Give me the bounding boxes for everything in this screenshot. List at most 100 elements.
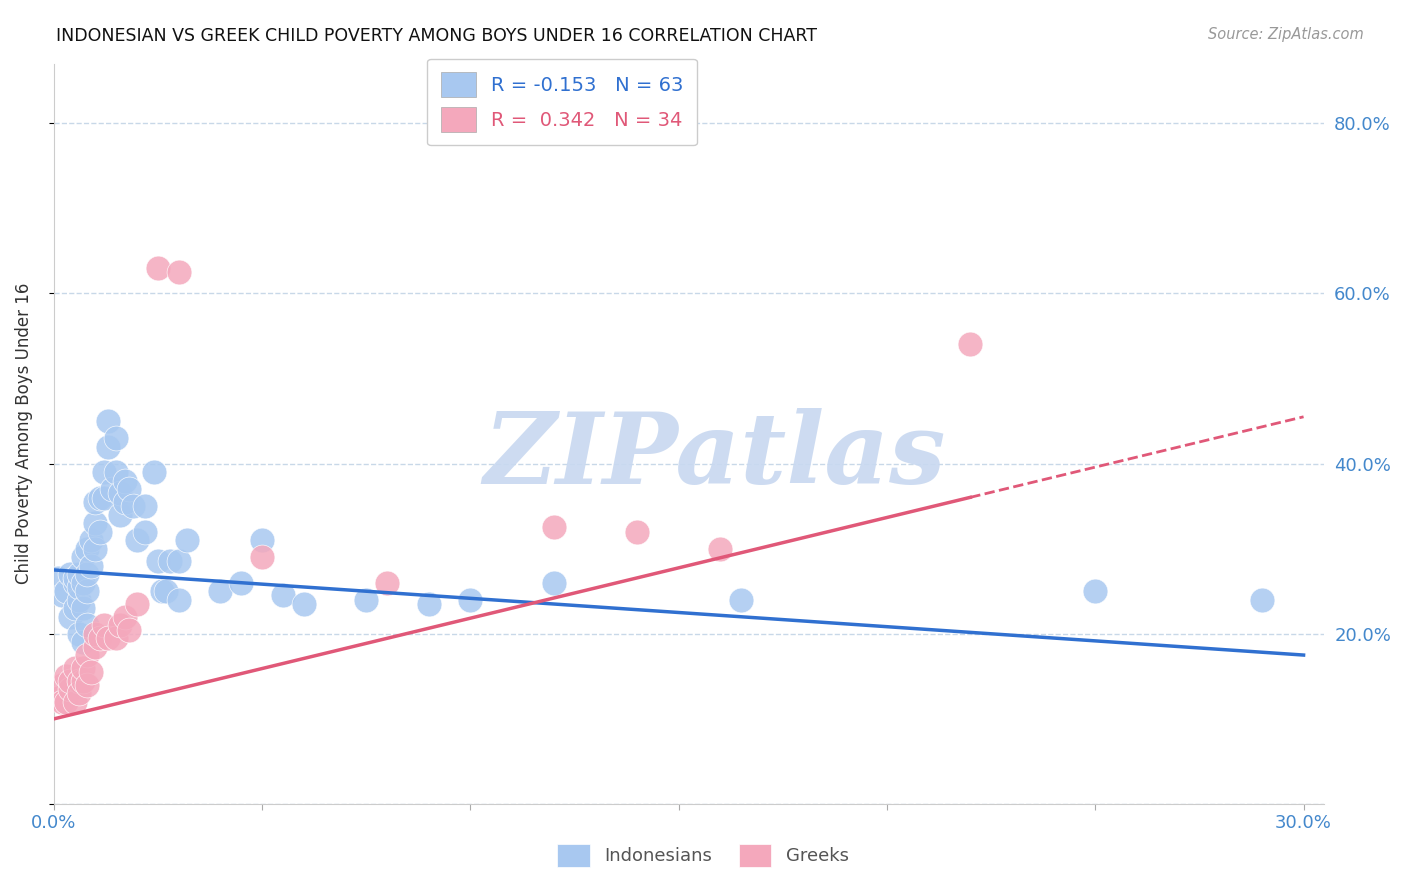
Point <box>356 592 378 607</box>
Point <box>55 695 77 709</box>
Point <box>543 520 565 534</box>
Point <box>167 554 190 568</box>
Point <box>51 589 73 603</box>
Point <box>63 661 86 675</box>
Point <box>46 690 69 705</box>
Point <box>63 695 86 709</box>
Point <box>159 554 181 568</box>
Point <box>51 695 73 709</box>
Point <box>72 635 94 649</box>
Point <box>63 575 86 590</box>
Point <box>134 499 156 513</box>
Point <box>67 673 90 688</box>
Text: INDONESIAN VS GREEK CHILD POVERTY AMONG BOYS UNDER 16 CORRELATION CHART: INDONESIAN VS GREEK CHILD POVERTY AMONG … <box>56 27 817 45</box>
Point <box>76 678 98 692</box>
Point <box>114 609 136 624</box>
Point <box>110 508 132 522</box>
Point <box>84 516 107 530</box>
Point <box>84 640 107 654</box>
Point <box>72 550 94 565</box>
Point <box>84 541 107 556</box>
Point <box>150 584 173 599</box>
Point <box>67 567 90 582</box>
Text: Source: ZipAtlas.com: Source: ZipAtlas.com <box>1208 27 1364 42</box>
Point <box>418 597 440 611</box>
Point <box>114 474 136 488</box>
Point <box>84 495 107 509</box>
Point <box>76 541 98 556</box>
Point <box>959 337 981 351</box>
Point <box>105 631 128 645</box>
Legend: Indonesians, Greeks: Indonesians, Greeks <box>550 837 856 874</box>
Point <box>127 597 149 611</box>
Point <box>46 572 69 586</box>
Point <box>709 541 731 556</box>
Point <box>55 584 77 599</box>
Point <box>51 678 73 692</box>
Point <box>250 533 273 548</box>
Point <box>80 533 103 548</box>
Point <box>97 440 120 454</box>
Point <box>76 618 98 632</box>
Legend: R = -0.153   N = 63, R =  0.342   N = 34: R = -0.153 N = 63, R = 0.342 N = 34 <box>427 59 697 145</box>
Point <box>142 465 165 479</box>
Point <box>89 631 111 645</box>
Point <box>67 580 90 594</box>
Point <box>55 669 77 683</box>
Point <box>1251 592 1274 607</box>
Point <box>72 661 94 675</box>
Point <box>72 575 94 590</box>
Point <box>63 601 86 615</box>
Point <box>89 524 111 539</box>
Point <box>460 592 482 607</box>
Point <box>105 431 128 445</box>
Point <box>155 584 177 599</box>
Point <box>63 572 86 586</box>
Point <box>59 673 82 688</box>
Point <box>93 491 115 505</box>
Point <box>110 618 132 632</box>
Point <box>101 482 124 496</box>
Point <box>146 554 169 568</box>
Point <box>67 627 90 641</box>
Point <box>1084 584 1107 599</box>
Point <box>114 495 136 509</box>
Point <box>167 265 190 279</box>
Point <box>209 584 232 599</box>
Y-axis label: Child Poverty Among Boys Under 16: Child Poverty Among Boys Under 16 <box>15 283 32 584</box>
Point <box>72 601 94 615</box>
Point <box>67 592 90 607</box>
Point <box>543 575 565 590</box>
Point <box>146 260 169 275</box>
Point <box>76 648 98 662</box>
Point <box>93 465 115 479</box>
Point <box>93 618 115 632</box>
Point <box>231 575 253 590</box>
Point <box>271 589 294 603</box>
Point <box>72 673 94 688</box>
Point <box>67 686 90 700</box>
Point <box>76 584 98 599</box>
Point <box>80 558 103 573</box>
Point <box>250 550 273 565</box>
Point <box>375 575 398 590</box>
Point <box>80 665 103 679</box>
Point <box>59 609 82 624</box>
Point <box>110 486 132 500</box>
Point <box>59 567 82 582</box>
Point <box>176 533 198 548</box>
Point <box>97 414 120 428</box>
Point <box>122 499 145 513</box>
Point <box>76 567 98 582</box>
Point <box>89 491 111 505</box>
Point <box>730 592 752 607</box>
Point <box>167 592 190 607</box>
Point <box>59 682 82 697</box>
Point <box>97 631 120 645</box>
Point <box>105 465 128 479</box>
Point <box>84 627 107 641</box>
Point <box>118 482 141 496</box>
Point <box>118 623 141 637</box>
Point <box>134 524 156 539</box>
Point <box>292 597 315 611</box>
